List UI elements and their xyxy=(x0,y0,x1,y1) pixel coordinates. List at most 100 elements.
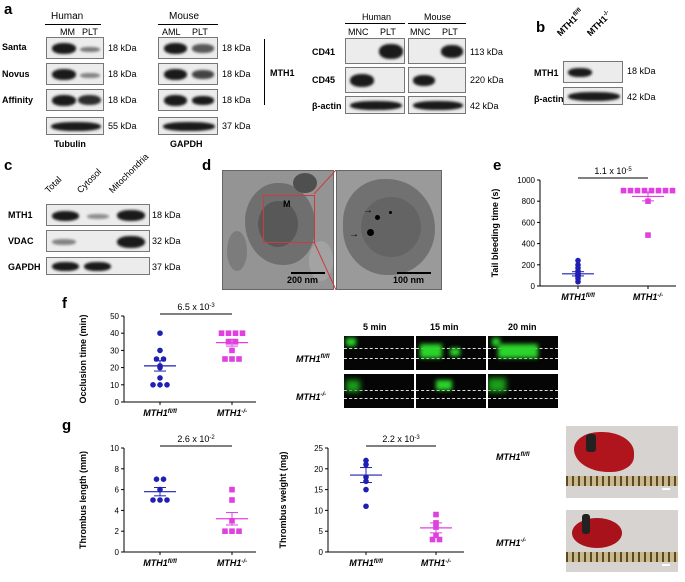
y-tick-label: 10 xyxy=(314,506,323,515)
data-point xyxy=(655,187,662,194)
blot-strip xyxy=(345,67,405,93)
lane-label: PLT xyxy=(442,27,458,37)
lane-label: PLT xyxy=(82,27,98,37)
blot-strip xyxy=(408,67,466,93)
data-point xyxy=(229,486,235,493)
data-point xyxy=(575,278,581,285)
y-tick-label: 20 xyxy=(314,465,323,474)
chart-g1: 0 2 4 6 8 10 Thrombus length (mm) MTH1fl/fl MTH1… xyxy=(78,434,256,568)
data-point xyxy=(363,503,369,510)
data-point xyxy=(232,339,239,345)
zoom-box xyxy=(263,195,315,243)
data-point xyxy=(662,187,669,194)
data-point xyxy=(236,356,242,362)
blot-strip xyxy=(46,230,150,252)
y-axis-label: Thrombus weight (mg) xyxy=(278,452,288,549)
mw-label: 113 kDa xyxy=(470,47,503,57)
genotype-label: MTH1-/- xyxy=(496,538,527,548)
mw-label: 37 kDa xyxy=(152,262,181,272)
data-point xyxy=(363,486,369,493)
scale-bar xyxy=(397,272,431,274)
y-tick-label: 15 xyxy=(314,486,323,495)
y-tick-label: 4 xyxy=(115,506,120,515)
mw-label: 42 kDa xyxy=(627,92,656,102)
data-point xyxy=(620,187,627,194)
data-point xyxy=(645,232,651,238)
em-image-zoom: → → 100 nm xyxy=(336,170,442,290)
fluor-image xyxy=(416,374,486,408)
panel-label-c: c xyxy=(4,157,13,174)
y-axis-label: Tail bleeding time (s) xyxy=(490,189,500,278)
antibody-label: VDAC xyxy=(8,236,34,246)
mw-label: 18 kDa xyxy=(108,69,137,79)
fraction-label: Total xyxy=(42,174,64,195)
mw-label: 220 kDa xyxy=(470,75,504,85)
data-point xyxy=(157,497,163,503)
time-label: 15 min xyxy=(430,322,459,332)
y-tick-label: 25 xyxy=(314,444,323,453)
data-point xyxy=(157,347,163,354)
blot-strip xyxy=(563,61,623,83)
x-category-label: MTH1fl/fl xyxy=(143,558,177,568)
data-point xyxy=(239,330,246,336)
fraction-label: Mitochondria xyxy=(106,151,151,195)
group-bracket xyxy=(264,39,265,105)
data-point xyxy=(229,497,235,503)
data-point xyxy=(225,330,232,336)
y-tick-label: 0 xyxy=(115,398,120,407)
lane-label: MNC xyxy=(348,27,369,37)
arrow-icon: → xyxy=(363,205,373,216)
data-point xyxy=(222,528,228,534)
data-point xyxy=(229,356,235,362)
y-tick-label: 10 xyxy=(110,381,119,390)
x-category-label: MTH1fl/fl xyxy=(143,408,177,418)
data-point xyxy=(436,536,443,543)
mw-label: 32 kDa xyxy=(152,236,181,246)
lane-label: MM xyxy=(60,27,75,37)
arrow-icon: → xyxy=(349,229,359,240)
antibody-label: CD41 xyxy=(312,47,336,57)
data-point xyxy=(433,532,439,539)
antibody-label: GAPDH xyxy=(8,262,41,272)
chart-g2: 0 5 10 15 20 25 Thrombus weight (mg) MTH1fl/fl M… xyxy=(278,434,464,568)
data-point xyxy=(157,382,163,388)
loading-label: GAPDH xyxy=(170,139,203,149)
data-point xyxy=(157,375,163,381)
mw-label: 18 kDa xyxy=(108,95,137,105)
data-point xyxy=(627,187,634,194)
panel-label-e: e xyxy=(493,157,502,174)
fluor-image xyxy=(488,374,558,408)
mw-label: 42 kDa xyxy=(470,101,499,111)
antibody-label: MTH1 xyxy=(534,68,559,78)
antibody-label: β-actin xyxy=(534,94,564,104)
blot-strip xyxy=(46,89,104,111)
blot-strip xyxy=(46,257,150,275)
data-point xyxy=(164,382,170,388)
antibody-label: MTH1 xyxy=(8,210,33,220)
y-tick-label: 0 xyxy=(531,282,536,291)
lane-label: MNC xyxy=(410,27,431,37)
genotype-label: MTH1-/- xyxy=(584,9,611,38)
scale-label: 200 nm xyxy=(287,275,319,285)
zoom-connector-lines xyxy=(313,170,337,290)
mw-label: 18 kDa xyxy=(222,43,251,53)
mw-label: 18 kDa xyxy=(222,69,251,79)
scale-bar xyxy=(291,272,325,274)
data-point xyxy=(222,356,228,362)
lane-label: AML xyxy=(162,27,181,37)
genotype-label: MTH1fl/fl xyxy=(496,452,530,462)
data-point xyxy=(634,187,641,194)
p-value-label: 1.1 x 10-5 xyxy=(594,166,632,176)
blot-strip xyxy=(345,96,405,114)
mw-label: 55 kDa xyxy=(108,121,137,131)
data-point xyxy=(225,339,232,345)
species-mouse: Mouse xyxy=(424,12,452,22)
data-point xyxy=(363,461,369,468)
lane-label: PLT xyxy=(380,27,396,37)
fraction-label: Cytosol xyxy=(74,166,104,195)
fluor-image xyxy=(416,336,486,370)
p-value-label: 2.2 x 10-3 xyxy=(382,434,420,444)
em-image-overview: M 200 nm xyxy=(222,170,334,290)
blot-strip xyxy=(158,117,218,135)
y-tick-label: 1000 xyxy=(517,176,535,185)
